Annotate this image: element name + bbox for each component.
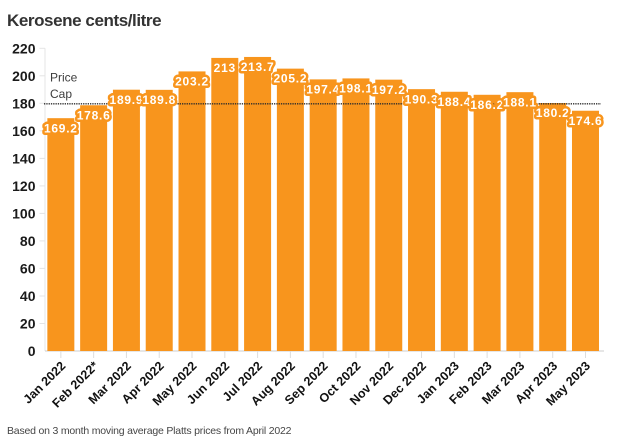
svg-text:190.3: 190.3 [405,92,439,106]
svg-text:188.1: 188.1 [503,95,537,109]
svg-text:40: 40 [20,288,36,304]
svg-text:203.2: 203.2 [175,75,209,89]
svg-text:169.2: 169.2 [44,121,78,135]
svg-text:213.7: 213.7 [241,60,275,74]
svg-text:180: 180 [12,96,36,112]
svg-text:120: 120 [12,178,36,194]
svg-text:188.4: 188.4 [437,95,471,109]
svg-text:197.2: 197.2 [372,83,406,97]
svg-text:220: 220 [12,41,36,57]
svg-text:140: 140 [12,151,36,167]
svg-text:20: 20 [20,316,36,332]
svg-text:189.9: 189.9 [110,93,144,107]
svg-text:205.2: 205.2 [273,72,307,86]
svg-text:0: 0 [28,343,36,359]
svg-text:213: 213 [214,61,236,75]
svg-text:160: 160 [12,123,36,139]
svg-text:Cap: Cap [50,87,72,101]
svg-text:189.8: 189.8 [142,93,176,107]
svg-text:186.2: 186.2 [470,98,504,112]
svg-text:180.2: 180.2 [536,106,570,120]
svg-text:197.4: 197.4 [306,82,340,96]
svg-text:100: 100 [12,206,36,222]
svg-text:60: 60 [20,261,36,277]
svg-text:Price: Price [50,71,78,85]
svg-text:178.6: 178.6 [77,108,111,122]
svg-text:174.6: 174.6 [569,114,603,128]
svg-text:80: 80 [20,233,36,249]
svg-text:200: 200 [12,68,36,84]
svg-text:198.1: 198.1 [339,82,373,96]
